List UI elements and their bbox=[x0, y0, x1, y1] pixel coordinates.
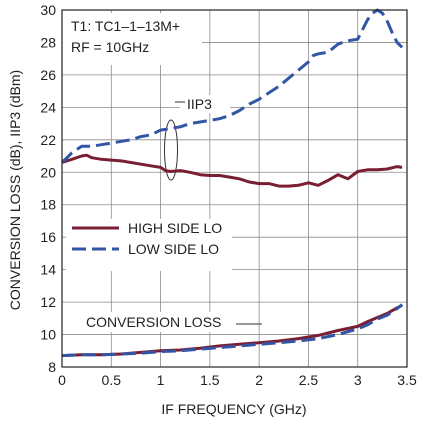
series-line-conversion-loss-low-side-lo bbox=[61, 303, 404, 358]
plot-frame bbox=[61, 9, 408, 368]
y-tick-label: 12 bbox=[40, 294, 56, 310]
x-tick-label: 3 bbox=[354, 372, 362, 388]
y-tick-label: 18 bbox=[40, 197, 56, 213]
condition-line-2: RF = 10GHz bbox=[71, 39, 149, 55]
y-tick-label: 14 bbox=[40, 262, 56, 278]
condition-line-1: T1: TC1–1–13M+ bbox=[71, 18, 180, 34]
condition-box bbox=[63, 13, 202, 65]
y-tick-label: 28 bbox=[40, 34, 56, 50]
x-tick-label: 1 bbox=[157, 372, 165, 388]
y-tick-label: 10 bbox=[40, 327, 56, 343]
x-tick-label: 2 bbox=[255, 372, 263, 388]
x-tick-label: 2.5 bbox=[299, 372, 319, 388]
legend-label-low-side-lo: LOW SIDE LO bbox=[128, 241, 219, 257]
iip3-label: IIP3 bbox=[187, 96, 212, 112]
conversion-loss-label-bg bbox=[80, 312, 240, 332]
y-tick-label: 26 bbox=[40, 67, 56, 83]
y-tick-label: 20 bbox=[40, 164, 56, 180]
y-tick-label: 24 bbox=[40, 99, 56, 115]
y-axis-title: CONVERSION LOSS (dB), IIP3 (dBm) bbox=[7, 70, 23, 310]
y-tick-label: 22 bbox=[40, 132, 56, 148]
iip3-grouping-ellipse bbox=[164, 119, 178, 181]
legend-label-high-side-lo: HIGH SIDE LO bbox=[128, 220, 222, 236]
series-line-iip3-low-side-lo bbox=[60, 8, 404, 164]
series-layer bbox=[60, 8, 404, 358]
series-line-iip3-high-side-lo bbox=[61, 153, 403, 188]
conversion-loss-label: CONVERSION LOSS bbox=[86, 314, 221, 330]
y-tick-label: 30 bbox=[40, 2, 56, 18]
x-tick-label: 3.5 bbox=[397, 372, 417, 388]
x-tick-label: 0 bbox=[58, 372, 66, 388]
x-tick-label: 0.5 bbox=[102, 372, 122, 388]
tick-labels: 0 0.5 1 1.5 2 2.5 3 3.5 8 10 12 14 16 18 20 22 24 26 28 30 bbox=[40, 2, 417, 388]
x-tick-label: 1.5 bbox=[200, 372, 220, 388]
y-tick-label: 16 bbox=[40, 229, 56, 245]
y-tick-label: 8 bbox=[48, 359, 56, 375]
x-axis-title: IF FREQUENCY (GHz) bbox=[161, 401, 306, 417]
iip3-label-bg bbox=[180, 95, 230, 113]
